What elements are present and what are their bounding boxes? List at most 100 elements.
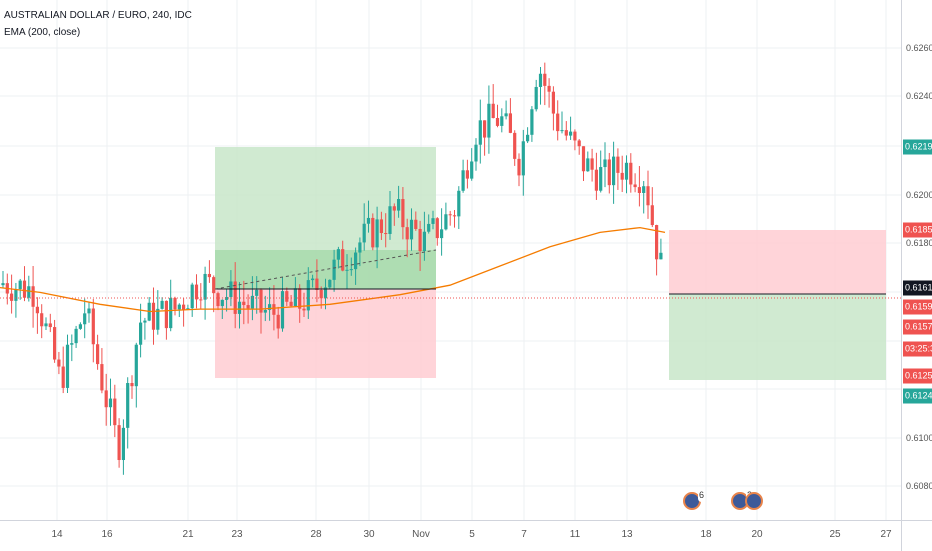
candle (14, 282, 18, 318)
candle (564, 121, 568, 141)
candle (164, 300, 168, 340)
indicator-legend[interactable]: EMA (200, close) (4, 27, 81, 38)
calendar-event-icon[interactable] (745, 492, 763, 510)
candle (78, 322, 82, 330)
candle (74, 325, 78, 348)
candle (268, 287, 272, 321)
candle (414, 211, 418, 231)
candle (293, 277, 297, 307)
candle (487, 85, 491, 154)
price-tick-label: 0.6200 (906, 190, 932, 200)
candle (495, 104, 500, 128)
candle (289, 294, 293, 307)
price-axis[interactable]: 0.6260 0.6240 0.6200 0.6180 0.6100 0.6080 0.62… (901, 0, 932, 520)
candle (517, 153, 521, 187)
candle (646, 170, 650, 219)
symbol-legend[interactable]: AUSTRALIAN DOLLAR / EURO, 240, IDC (4, 10, 192, 21)
candle (70, 334, 74, 362)
price-tick-label: 0.6260 (906, 43, 932, 53)
time-tick-label: Nov (412, 529, 430, 540)
candle (586, 151, 590, 172)
candle (362, 203, 366, 251)
candle (388, 190, 392, 240)
candle (22, 266, 27, 302)
candle (276, 306, 280, 339)
trade-path-line (214, 249, 437, 290)
candle (113, 384, 117, 438)
candle (311, 274, 315, 288)
candle (491, 84, 495, 119)
candle (371, 213, 375, 251)
price-tick-label: 0.6100 (906, 433, 932, 443)
candle (547, 78, 551, 108)
candle (642, 181, 646, 214)
candle (384, 213, 388, 248)
price-badge: 0.6159 (903, 299, 932, 315)
candle (500, 108, 504, 133)
candle (130, 375, 134, 399)
candle (530, 106, 534, 142)
candle (203, 266, 207, 320)
time-tick-label: 13 (621, 529, 633, 540)
price-badge: 0.6219 (903, 139, 932, 155)
candle (474, 138, 478, 171)
candle (225, 288, 229, 312)
price-chart[interactable] (0, 0, 901, 520)
candle (526, 127, 530, 144)
candle (409, 208, 414, 251)
candle (569, 116, 573, 140)
candle (470, 148, 474, 181)
chart-area[interactable]: AUSTRALIAN DOLLAR / EURO, 240, IDC EMA (… (0, 0, 901, 520)
candle (616, 148, 620, 190)
candle (48, 313, 52, 333)
calendar-event-icon[interactable]: 6 (683, 488, 705, 510)
candle (190, 282, 194, 317)
candle (126, 377, 130, 449)
time-tick-label: 28 (310, 529, 322, 540)
candle (629, 153, 633, 193)
candle (100, 348, 104, 394)
candle (560, 111, 564, 134)
candle (242, 280, 246, 325)
candle (160, 297, 164, 310)
candle (405, 218, 409, 258)
time-tick-label: 27 (880, 529, 892, 540)
candle (594, 152, 598, 200)
price-badge: 0.6157 (903, 319, 932, 335)
candle (504, 100, 508, 120)
time-axis[interactable]: 14 16 21 23 28 30 Nov 5 7 11 13 18 20 25 27 (0, 520, 901, 551)
candle (134, 342, 138, 408)
candle (121, 419, 125, 475)
ema-line (0, 226, 666, 313)
candle (31, 265, 35, 328)
candle (461, 159, 465, 193)
candle (341, 240, 345, 272)
candle (427, 214, 431, 234)
candles (1, 62, 663, 475)
candle (379, 211, 383, 240)
candle (53, 319, 57, 363)
candle (345, 254, 349, 289)
candle (237, 282, 242, 329)
candle (513, 130, 517, 166)
candle (366, 200, 371, 233)
time-tick-label: 21 (182, 529, 194, 540)
candle (207, 260, 211, 283)
candle (457, 186, 461, 230)
candle (521, 129, 525, 196)
candle (650, 187, 654, 228)
candle (173, 296, 177, 316)
candle (255, 276, 259, 314)
candle (543, 62, 547, 106)
candle (10, 274, 14, 314)
candle (87, 301, 91, 323)
candle (397, 185, 401, 218)
candle (40, 304, 44, 339)
candle (444, 202, 448, 231)
candle (551, 86, 555, 131)
candle (612, 141, 616, 204)
candle (147, 297, 151, 322)
candle (212, 275, 216, 313)
price-badge: 0.6185 (903, 222, 932, 238)
candle (1, 271, 5, 288)
